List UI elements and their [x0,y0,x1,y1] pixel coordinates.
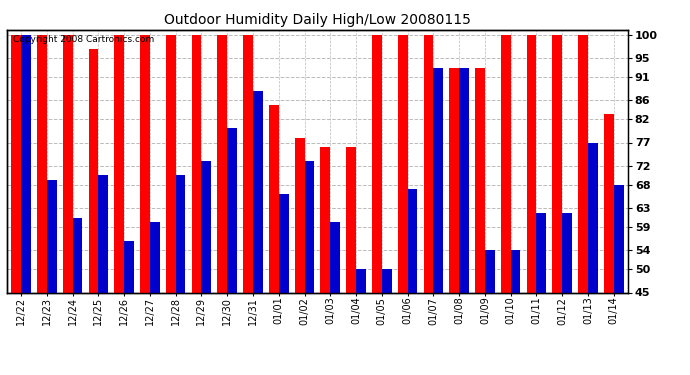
Bar [166,35,176,292]
Bar [372,35,382,292]
Bar [433,68,443,292]
Bar [88,49,99,292]
Bar [37,35,47,292]
Bar [99,176,108,292]
Bar [217,35,227,292]
Text: Copyright 2008 Cartronics.com: Copyright 2008 Cartronics.com [13,35,155,44]
Bar [269,105,279,292]
Bar [11,35,21,292]
Bar [475,68,485,292]
Bar [72,217,82,292]
Bar [295,138,304,292]
Bar [279,194,288,292]
Bar [201,161,211,292]
Bar [304,161,315,292]
Bar [578,35,588,292]
Bar [398,35,408,292]
Bar [331,222,340,292]
Title: Outdoor Humidity Daily High/Low 20080115: Outdoor Humidity Daily High/Low 20080115 [164,13,471,27]
Bar [140,35,150,292]
Bar [501,35,511,292]
Bar [243,35,253,292]
Bar [63,35,72,292]
Bar [192,35,201,292]
Bar [553,35,562,292]
Bar [526,35,536,292]
Bar [356,269,366,292]
Bar [176,176,186,292]
Bar [511,251,520,292]
Bar [115,35,124,292]
Bar [562,213,572,292]
Bar [227,128,237,292]
Bar [424,35,433,292]
Bar [613,185,624,292]
Bar [536,213,546,292]
Bar [459,68,469,292]
Bar [21,35,31,292]
Bar [253,91,263,292]
Bar [485,251,495,292]
Bar [588,142,598,292]
Bar [382,269,392,292]
Bar [408,189,417,292]
Bar [150,222,159,292]
Bar [346,147,356,292]
Bar [320,147,331,292]
Bar [604,114,613,292]
Bar [124,241,134,292]
Bar [449,68,459,292]
Bar [47,180,57,292]
